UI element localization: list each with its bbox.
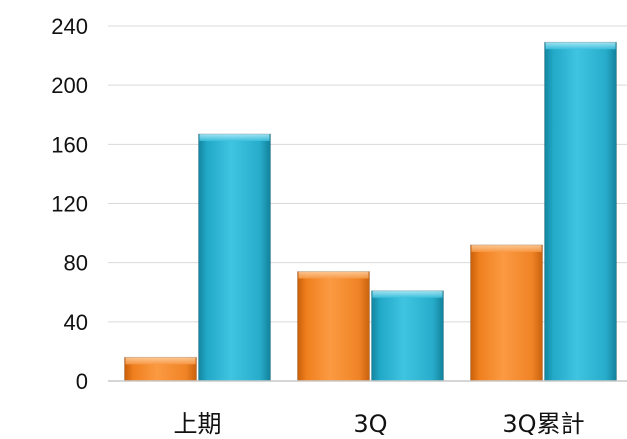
x-category-label: 上期 — [174, 410, 222, 438]
bar-body — [297, 271, 370, 381]
y-tick-label: 160 — [51, 132, 88, 157]
x-category-label: 3Q — [353, 410, 387, 438]
y-tick-label: 200 — [51, 73, 88, 98]
bar-body — [544, 42, 617, 381]
y-tick-label: 0 — [76, 369, 88, 394]
bar-highlight — [199, 133, 270, 141]
bar-highlight — [125, 357, 196, 365]
bar-highlight — [545, 42, 616, 50]
x-category-label: 3Q累計 — [502, 410, 584, 438]
bar — [297, 271, 370, 382]
bar-highlight — [372, 290, 443, 298]
bar-highlight — [471, 244, 542, 252]
y-tick-label: 120 — [51, 192, 88, 217]
y-tick-label: 240 — [51, 14, 88, 39]
bar-body — [198, 133, 271, 381]
y-tick-label: 80 — [64, 251, 88, 276]
bar-body — [371, 290, 444, 381]
labels: 0 40 80 120 160 200 240 上期 3Q 3Q累計 — [51, 14, 584, 438]
bar-highlight — [298, 271, 369, 279]
bar — [198, 133, 271, 382]
bar — [544, 41, 617, 382]
bar-body — [470, 244, 543, 381]
y-tick-label: 40 — [64, 310, 88, 335]
bar — [371, 290, 444, 382]
bar — [124, 356, 197, 382]
bar — [470, 244, 543, 382]
bars — [124, 41, 617, 382]
